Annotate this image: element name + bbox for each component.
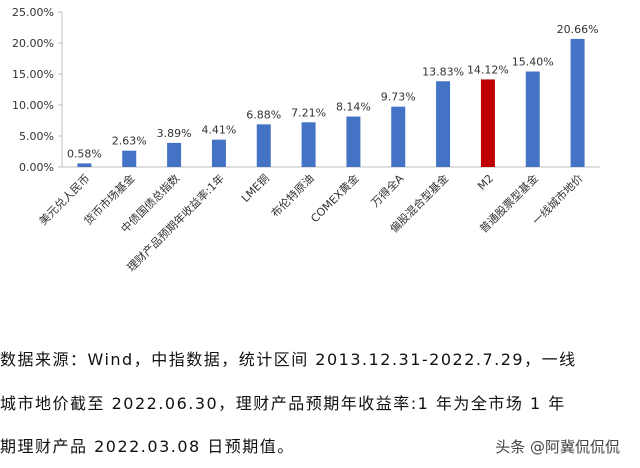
bar-chart: 0.00% 5.00% 10.00% 15.00% 20.00% 25.00% 0.58%… xyxy=(12,6,600,274)
y-tick-label: 20.00% xyxy=(12,37,54,50)
data-label: 20.66% xyxy=(557,23,599,36)
bar xyxy=(480,79,495,167)
bar xyxy=(211,139,226,167)
data-label: 8.14% xyxy=(336,101,371,114)
bar xyxy=(122,150,137,167)
data-label: 13.83% xyxy=(422,65,464,78)
y-tick-label: 0.00% xyxy=(19,161,54,174)
bar xyxy=(525,71,540,167)
data-label: 14.12% xyxy=(467,63,509,76)
data-label: 2.63% xyxy=(112,135,147,148)
bars xyxy=(77,38,585,167)
data-label: 3.89% xyxy=(157,127,192,140)
note-line-2: 城市地价截至 2022.06.30，理财产品预期年收益率:1 年为全市场 1 年 xyxy=(0,394,566,413)
category-label: COMEX黄金 xyxy=(308,171,362,225)
data-label: 0.58% xyxy=(67,147,102,160)
y-tick-label: 5.00% xyxy=(19,130,54,143)
data-labels: 0.58% 2.63% 3.89% 4.41% 6.88% 7.21% 8.14% 9.73%… xyxy=(67,23,599,160)
data-label: 7.21% xyxy=(291,106,326,119)
bar xyxy=(77,163,92,167)
y-tick-label: 15.00% xyxy=(12,68,54,81)
note-line-3: 期理财产品 2022.03.08 日预期值。 xyxy=(0,437,295,456)
note-line-1: 数据来源：Wind，中指数据，统计区间 2013.12.31-2022.7.29… xyxy=(0,350,577,369)
watermark: 头条 @阿冀侃侃侃 xyxy=(489,434,626,459)
bar xyxy=(391,106,406,167)
bar xyxy=(301,122,316,167)
category-label: 布伦特原油 xyxy=(268,171,317,220)
y-axis: 0.00% 5.00% 10.00% 15.00% 20.00% 25.00% xyxy=(12,6,600,174)
y-tick-label: 25.00% xyxy=(12,6,54,19)
data-label: 9.73% xyxy=(381,91,416,104)
category-label: M2 xyxy=(475,172,496,193)
bar xyxy=(256,124,271,167)
category-label: LME铜 xyxy=(238,171,272,205)
data-label: 15.40% xyxy=(512,56,554,69)
data-label: 4.41% xyxy=(201,124,236,137)
bar xyxy=(167,142,182,167)
data-label: 6.88% xyxy=(246,108,281,121)
y-tick-label: 10.00% xyxy=(12,99,54,112)
bar xyxy=(436,81,451,167)
category-label: 万得全A xyxy=(368,171,407,210)
bar xyxy=(346,116,361,167)
bar xyxy=(570,38,585,167)
